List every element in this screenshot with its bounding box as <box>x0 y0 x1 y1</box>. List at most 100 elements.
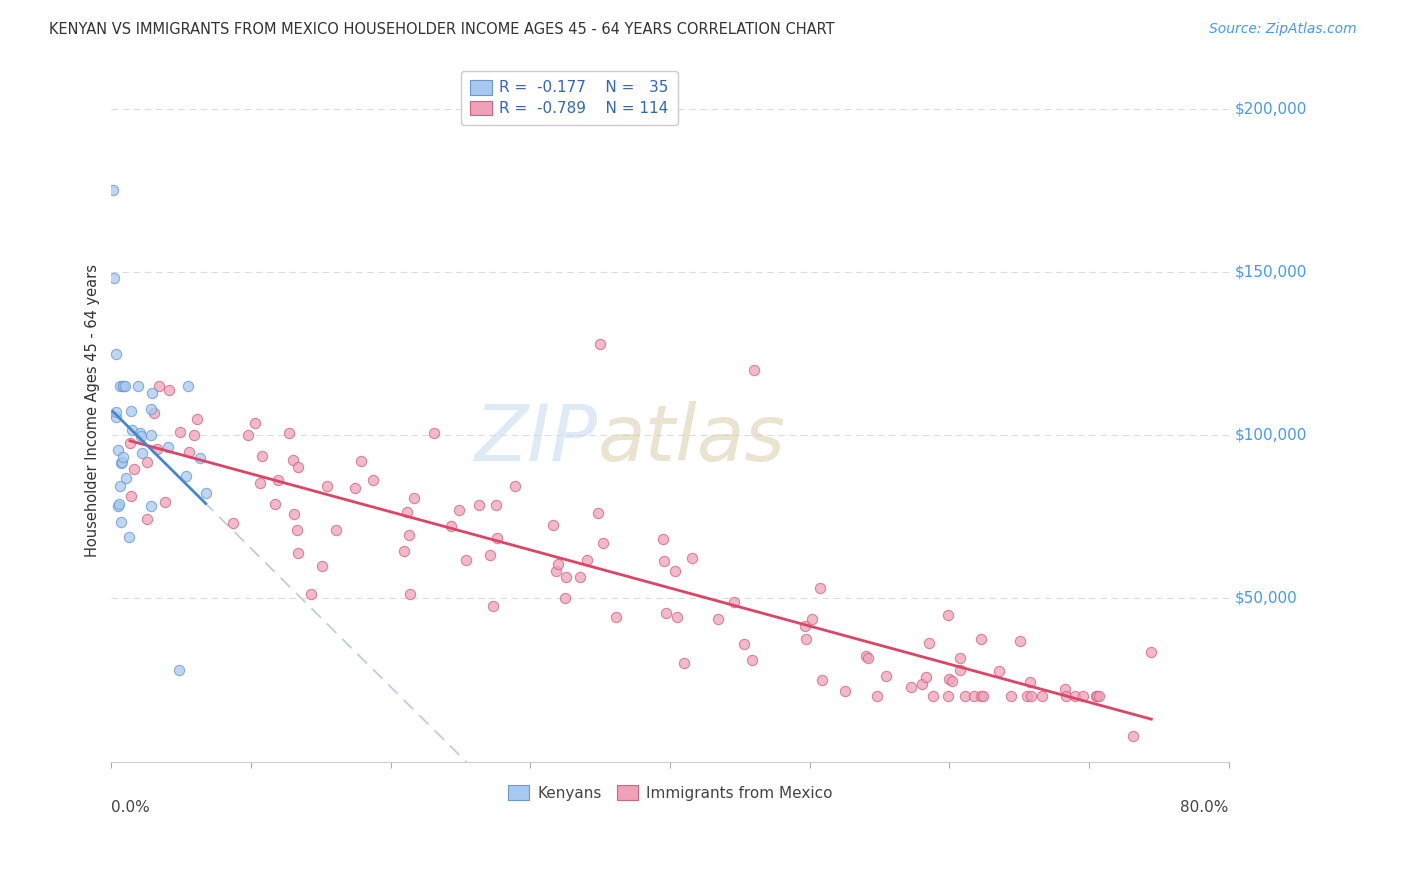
Point <box>963 690 986 704</box>
Point <box>139 402 162 417</box>
Point <box>112 450 135 464</box>
Point <box>664 564 686 578</box>
Point <box>866 690 889 704</box>
Point <box>481 599 503 613</box>
Point <box>395 505 418 519</box>
Point <box>592 536 614 550</box>
Point <box>651 533 673 547</box>
Point <box>936 607 959 622</box>
Point <box>392 544 415 558</box>
Text: Source: ZipAtlas.com: Source: ZipAtlas.com <box>1209 22 1357 37</box>
Point <box>485 498 508 512</box>
Point <box>222 516 245 530</box>
Point <box>141 499 163 513</box>
Point <box>741 653 763 667</box>
Point <box>186 412 208 426</box>
Point <box>111 455 134 469</box>
Point <box>120 404 142 418</box>
Point <box>325 523 347 537</box>
Point <box>245 416 267 430</box>
Point <box>811 673 834 688</box>
Point <box>101 183 124 197</box>
Point <box>922 690 945 704</box>
Point <box>169 425 191 439</box>
Point <box>938 672 960 686</box>
Point <box>129 429 152 443</box>
Point <box>479 548 502 562</box>
Point <box>1087 690 1109 704</box>
Point <box>1019 690 1042 704</box>
Point <box>105 405 128 419</box>
Point <box>707 611 730 625</box>
Point <box>169 663 191 677</box>
Point <box>121 423 143 437</box>
Point <box>287 459 309 474</box>
Point <box>1015 690 1038 704</box>
Point <box>283 453 305 467</box>
Point <box>156 440 179 454</box>
Point <box>277 425 299 440</box>
Point <box>589 336 612 351</box>
Point <box>1071 690 1094 704</box>
Point <box>103 271 125 285</box>
Point <box>114 379 136 393</box>
Point <box>118 435 141 450</box>
Point <box>953 690 976 704</box>
Point <box>266 473 288 487</box>
Point <box>176 379 198 393</box>
Point <box>855 649 877 664</box>
Point <box>605 610 627 624</box>
Point <box>129 425 152 440</box>
Point <box>423 425 446 440</box>
Point <box>918 636 941 650</box>
Point <box>794 618 817 632</box>
Text: 80.0%: 80.0% <box>1181 800 1229 815</box>
Point <box>800 612 823 626</box>
Point <box>107 443 129 458</box>
Point <box>1063 690 1085 704</box>
Point <box>122 461 145 475</box>
Text: 0.0%: 0.0% <box>111 800 150 815</box>
Point <box>467 498 489 512</box>
Point <box>316 479 339 493</box>
Point <box>503 479 526 493</box>
Point <box>283 507 305 521</box>
Point <box>554 591 576 605</box>
Point <box>900 680 922 694</box>
Point <box>148 379 170 393</box>
Point <box>110 515 132 529</box>
Text: ZIP: ZIP <box>474 401 598 477</box>
Point <box>1019 675 1042 690</box>
Point <box>111 379 134 393</box>
Point <box>655 607 678 621</box>
Point <box>744 363 766 377</box>
Point <box>110 478 132 492</box>
Point <box>547 557 569 571</box>
Point <box>970 690 993 704</box>
Text: $200,000: $200,000 <box>1234 101 1306 116</box>
Point <box>949 651 972 665</box>
Point <box>120 489 142 503</box>
Point <box>447 502 470 516</box>
Point <box>398 528 420 542</box>
Point <box>554 570 576 584</box>
Point <box>107 499 129 513</box>
Point <box>139 428 162 442</box>
Point <box>287 546 309 560</box>
Point <box>454 553 477 567</box>
Point <box>115 471 138 485</box>
Legend: Kenyans, Immigrants from Mexico: Kenyans, Immigrants from Mexico <box>502 779 838 806</box>
Point <box>911 676 934 690</box>
Point <box>177 445 200 459</box>
Point <box>681 551 703 566</box>
Point <box>194 485 217 500</box>
Point <box>311 558 333 573</box>
Point <box>110 456 132 470</box>
Point <box>733 637 755 651</box>
Point <box>544 564 567 578</box>
Text: $50,000: $50,000 <box>1234 591 1298 606</box>
Point <box>188 450 211 465</box>
Point <box>652 554 675 568</box>
Point <box>108 379 131 393</box>
Point <box>486 531 509 545</box>
